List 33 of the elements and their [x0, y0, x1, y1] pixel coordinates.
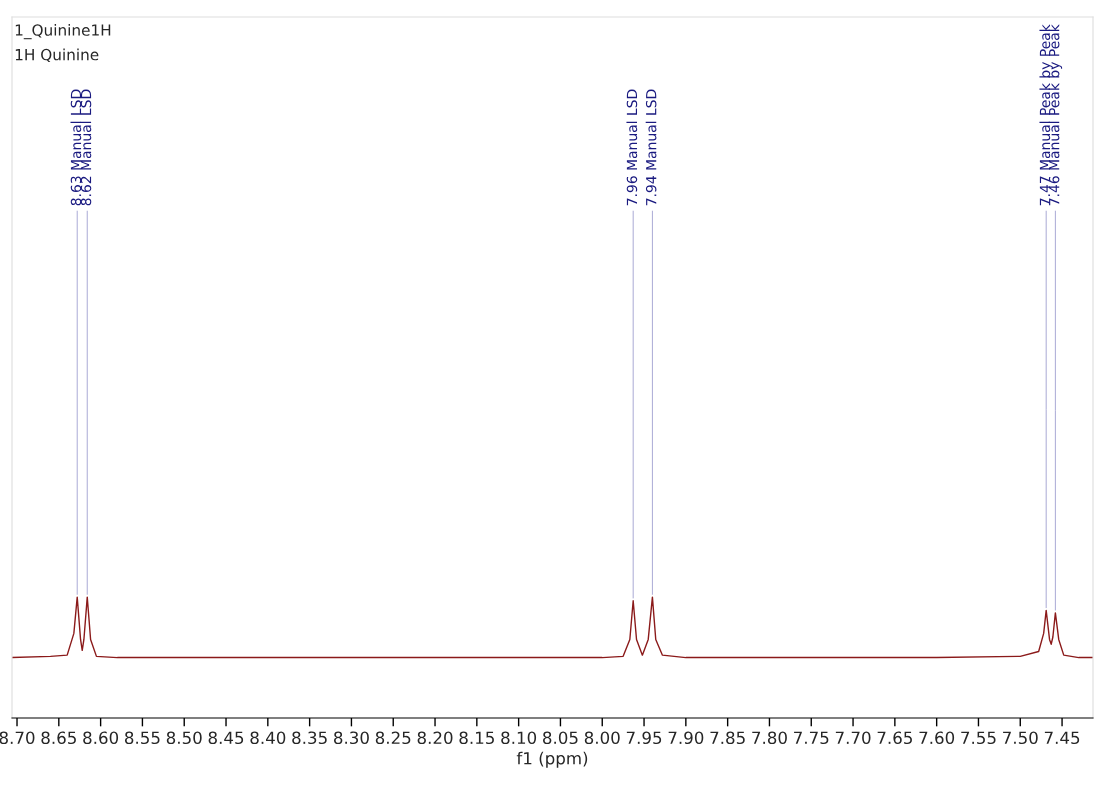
x-tick-label: 8.65	[41, 731, 76, 745]
annotation: 8.63 Manual LSD	[70, 89, 82, 206]
x-tick-label: 7.45	[1044, 731, 1080, 745]
x-tick-label: 8.30	[334, 731, 369, 745]
x-tick-label: 8.50	[166, 731, 202, 745]
x-axis-title: f1 (ppm)	[516, 751, 588, 768]
x-tick-label: 7.60	[919, 731, 955, 745]
x-tick-label: 7.65	[877, 731, 912, 745]
x-tick-label: 7.75	[794, 731, 829, 745]
x-tick-label: 8.10	[501, 731, 537, 745]
chart-subtitle: 1H Quinine	[15, 48, 99, 63]
x-tick-label: 7.50	[1003, 731, 1038, 745]
annotation: 8.62 Manual LSD	[80, 89, 92, 206]
x-tick-label: 8.55	[125, 731, 160, 745]
annotation: 7.94 Manual LSD	[645, 89, 657, 206]
x-tick-label: 8.70	[0, 731, 35, 745]
x-tick-label: 7.55	[961, 731, 996, 745]
x-tick-label: 8.00	[584, 731, 620, 745]
x-tick-label: 7.80	[752, 731, 787, 745]
x-tick-label: 8.15	[459, 731, 494, 745]
x-tick-label: 7.95	[626, 731, 662, 745]
x-tick-label: 7.85	[710, 731, 745, 745]
x-tick-label: 8.35	[292, 731, 327, 745]
x-tick-label: 8.60	[83, 731, 119, 745]
x-tick-label: 7.90	[668, 731, 704, 745]
x-tick-label: 8.45	[208, 731, 244, 745]
chart-title: 1_Quinine1H	[15, 24, 111, 40]
x-tick-label: 7.70	[835, 731, 871, 745]
x-tick-label: 8.05	[543, 731, 578, 745]
x-tick-label: 8.40	[250, 731, 286, 745]
x-tick-label: 8.25	[375, 731, 411, 745]
x-tick-label: 8.20	[417, 731, 453, 745]
annotation: 7.96 Manual LSD	[626, 89, 638, 206]
